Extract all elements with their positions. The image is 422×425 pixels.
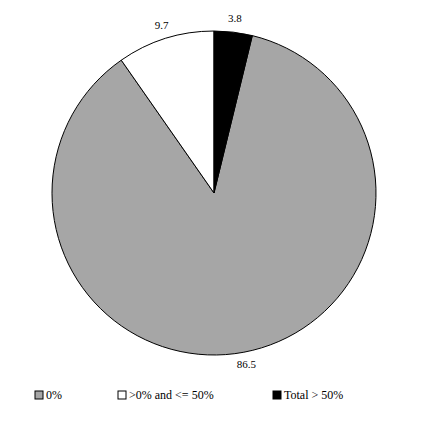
pie: 86.5 9.7 3.8 [52,12,376,370]
pie-slice [121,31,214,193]
legend-item: >0% and <= 50% [118,388,214,402]
legend-label: 0% [46,388,62,402]
legend-swatch [35,391,43,399]
legend-label: Total > 50% [284,388,343,402]
legend-item: 0% [35,388,62,402]
legend: 0% >0% and <= 50% Total > 50% [35,388,343,402]
legend-item: Total > 50% [273,388,343,402]
pie-slice [214,31,252,193]
data-label: 9.7 [155,19,169,31]
data-label: 3.8 [228,12,242,24]
legend-swatch [273,391,281,399]
chart: 86.5 9.7 3.8 0% >0% and <= 50% Total > 50% [0,0,422,425]
legend-swatch [118,391,126,399]
data-label: 86.5 [237,358,257,370]
legend-label: >0% and <= 50% [129,388,214,402]
